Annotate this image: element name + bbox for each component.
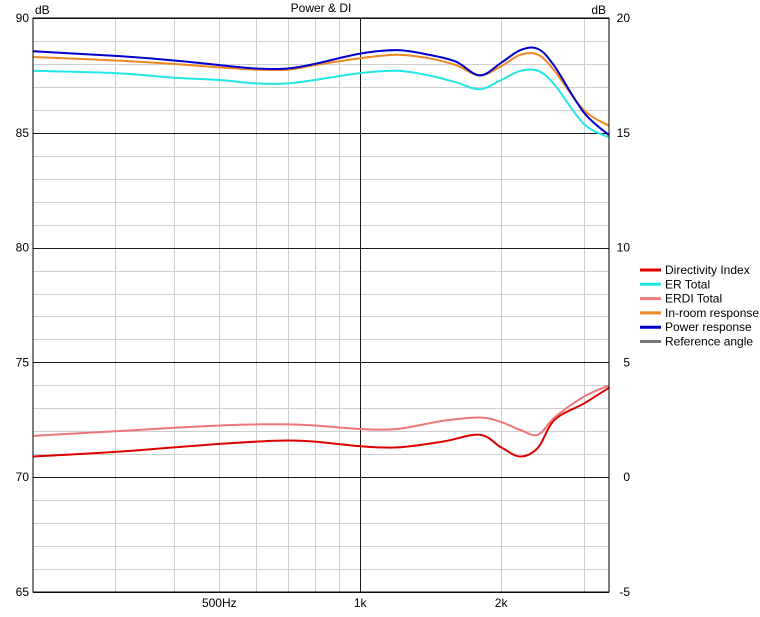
series-lines bbox=[32, 46, 610, 458]
legend-item-directivity-index: Directivity Index bbox=[640, 263, 750, 277]
legend-label: Directivity Index bbox=[665, 263, 750, 277]
left-axis-tick-label: 65 bbox=[16, 585, 30, 599]
series-line-er-total bbox=[32, 68, 610, 139]
x-axis-tick-label: 500Hz bbox=[202, 596, 237, 610]
right-axis-tick-labels: -5 0 5 10 15 20 bbox=[617, 11, 631, 599]
right-axis-tick-label: 0 bbox=[623, 470, 630, 484]
right-axis-tick-label: 10 bbox=[617, 241, 631, 255]
series-line-directivity-index bbox=[32, 386, 610, 458]
x-axis-tick-label: 2k bbox=[495, 596, 509, 610]
legend-label: ER Total bbox=[665, 277, 710, 291]
legend-item-power-response: Power response bbox=[640, 320, 752, 334]
legend-label: In-room response bbox=[665, 306, 759, 320]
legend-label: Power response bbox=[665, 320, 752, 334]
plot-frame bbox=[32, 17, 610, 593]
legend-item-reference-angle: Reference angle bbox=[640, 335, 753, 349]
series-line-erdi-total bbox=[32, 384, 610, 437]
left-axis-tick-label: 75 bbox=[16, 355, 30, 369]
right-axis-tick-label: 5 bbox=[623, 355, 630, 369]
right-axis-tick-label: 20 bbox=[617, 11, 631, 25]
series-line-in-room-response bbox=[32, 52, 610, 127]
left-axis-tick-label: 85 bbox=[16, 126, 30, 140]
legend-item-in-room-response: In-room response bbox=[640, 306, 759, 320]
left-axis-tick-label: 90 bbox=[16, 11, 30, 25]
legend-item-erdi-total: ERDI Total bbox=[640, 292, 722, 306]
legend-label: Reference angle bbox=[665, 335, 753, 349]
right-axis-tick-label: 15 bbox=[617, 126, 631, 140]
left-axis-unit: dB bbox=[35, 3, 50, 17]
chart-title: Power & DI bbox=[291, 1, 352, 15]
legend-item-er-total: ER Total bbox=[640, 277, 710, 291]
x-axis-tick-labels: 500Hz 1k 2k bbox=[202, 596, 509, 610]
legend-label: ERDI Total bbox=[665, 292, 722, 306]
left-axis-tick-labels: 65 70 75 80 85 90 bbox=[16, 11, 30, 599]
plot-area bbox=[32, 17, 610, 593]
series-line-power-response bbox=[32, 46, 610, 136]
left-axis-tick-label: 80 bbox=[16, 241, 30, 255]
left-axis-tick-label: 70 bbox=[16, 470, 30, 484]
right-axis-tick-label: -5 bbox=[619, 585, 630, 599]
x-axis-tick-label: 1k bbox=[354, 596, 368, 610]
right-axis-unit: dB bbox=[591, 3, 606, 17]
